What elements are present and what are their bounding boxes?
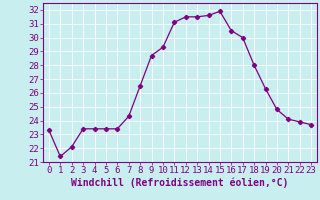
X-axis label: Windchill (Refroidissement éolien,°C): Windchill (Refroidissement éolien,°C) <box>71 178 289 188</box>
